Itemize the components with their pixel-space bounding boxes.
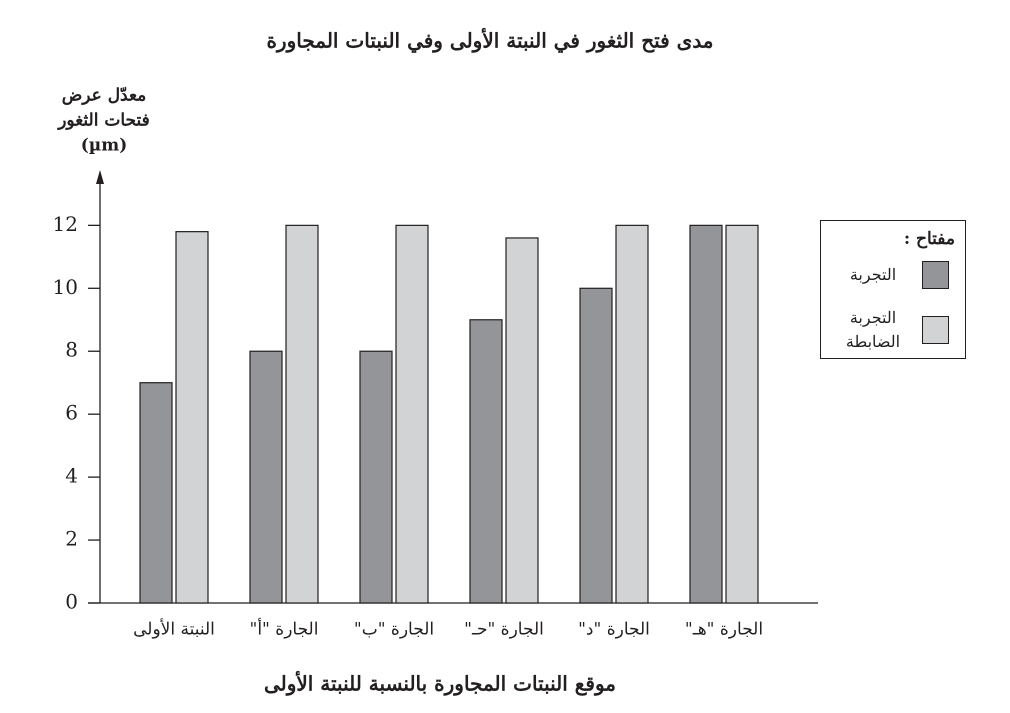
bar bbox=[359, 350, 393, 604]
bar bbox=[175, 231, 209, 604]
x-tick-label: الجارة "د" bbox=[578, 620, 650, 640]
legend-entry: التجربة الضابطة bbox=[838, 306, 949, 354]
legend-swatch bbox=[922, 316, 949, 344]
legend: مفتاح : التجربة التجربة الضابطة bbox=[820, 220, 966, 359]
y-tick-label: 8 bbox=[65, 338, 78, 362]
bar bbox=[725, 224, 759, 604]
legend-swatch bbox=[922, 261, 949, 289]
legend-entry: التجربة bbox=[838, 261, 949, 289]
y-axis-title: (µm) bbox=[81, 136, 128, 156]
y-tick-label: 10 bbox=[53, 275, 78, 299]
legend-label: التجربة الضابطة bbox=[845, 308, 901, 351]
legend-title: مفتاح : bbox=[903, 229, 955, 249]
y-axis-title: معدّل عرض bbox=[62, 86, 147, 106]
bar bbox=[505, 237, 539, 604]
x-tick-label: الجارة "هـ" bbox=[685, 620, 763, 640]
y-tick-label: 2 bbox=[65, 527, 78, 551]
y-tick-label: 4 bbox=[65, 464, 78, 488]
legend-label: التجربة bbox=[849, 265, 897, 284]
bar bbox=[249, 350, 283, 604]
bar bbox=[395, 224, 429, 604]
x-tick-label: الجارة "ب" bbox=[354, 620, 434, 640]
bar bbox=[139, 382, 173, 604]
bar bbox=[469, 319, 503, 604]
x-tick-label: الجارة "حـ" bbox=[464, 620, 544, 640]
axis-arrow bbox=[96, 170, 104, 184]
bar bbox=[579, 287, 613, 604]
x-tick-label: الجارة "أ" bbox=[250, 618, 319, 640]
bar bbox=[285, 224, 319, 604]
bar bbox=[615, 224, 649, 604]
y-tick-label: 0 bbox=[65, 590, 78, 614]
chart-title: مدى فتح الثغور في النبتة الأولى وفي النب… bbox=[266, 28, 713, 54]
y-axis-title: فتحات الثغور bbox=[56, 111, 150, 131]
x-tick-label: النبتة الأولى bbox=[133, 619, 215, 640]
y-tick-label: 6 bbox=[65, 401, 78, 425]
x-axis-title: موقع النبتات المجاورة بالنسبة للنبتة الأ… bbox=[264, 671, 616, 697]
y-tick-label: 12 bbox=[53, 212, 78, 236]
bar bbox=[689, 224, 723, 604]
